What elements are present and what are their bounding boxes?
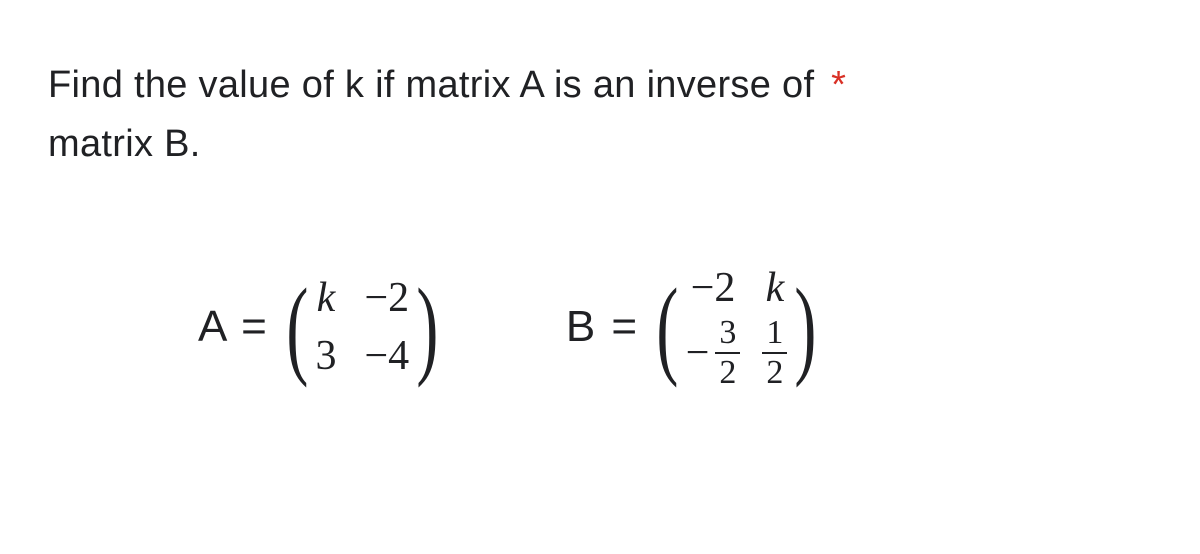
question-line-1: Find the value of k if matrix A is an in… bbox=[48, 56, 1152, 115]
question-block: Find the value of k if matrix A is an in… bbox=[48, 56, 1152, 174]
paren-left-icon: ( bbox=[286, 272, 308, 382]
matrix-b-cell-00: −2 bbox=[691, 264, 736, 312]
equation-a-label: A = bbox=[198, 302, 269, 352]
equation-a: A = ( k −2 3 −4 ) bbox=[198, 272, 446, 382]
matrix-a-cell-00: k bbox=[317, 274, 336, 322]
equation-b-label: B = bbox=[566, 302, 639, 352]
matrix-b-cell-01: k bbox=[766, 264, 785, 312]
fraction: 3 2 bbox=[715, 316, 740, 390]
matrix-b-cell-11: 1 2 bbox=[762, 316, 787, 390]
matrix-a-cell-11: −4 bbox=[364, 332, 409, 380]
matrix-a-parens: ( k −2 3 −4 ) bbox=[279, 272, 446, 382]
fraction: 1 2 bbox=[762, 316, 787, 390]
math-container: A = ( k −2 3 −4 ) B = ( −2 k − bbox=[48, 264, 1152, 390]
matrix-a-cell-10: 3 bbox=[315, 332, 336, 380]
paren-right-icon: ) bbox=[417, 272, 439, 382]
matrix-b: −2 k − 3 2 1 2 bbox=[686, 264, 788, 390]
fraction-den: 2 bbox=[762, 352, 787, 390]
paren-right-icon: ) bbox=[795, 272, 817, 382]
matrix-a-cell-01: −2 bbox=[364, 274, 409, 322]
question-text-1: Find the value of k if matrix A is an in… bbox=[48, 64, 814, 106]
matrix-b-cell-10: − 3 2 bbox=[686, 316, 741, 390]
paren-left-icon: ( bbox=[656, 272, 678, 382]
equation-b: B = ( −2 k − 3 2 1 bbox=[566, 264, 824, 390]
matrix-b-parens: ( −2 k − 3 2 1 2 bbox=[649, 264, 824, 390]
minus-icon: − bbox=[686, 329, 710, 377]
fraction-num: 1 bbox=[762, 316, 787, 352]
matrix-a: k −2 3 −4 bbox=[315, 274, 409, 380]
question-line-2: matrix B. bbox=[48, 115, 1152, 174]
fraction-num: 3 bbox=[715, 316, 740, 352]
fraction-den: 2 bbox=[715, 352, 740, 390]
required-asterisk: * bbox=[831, 64, 846, 106]
